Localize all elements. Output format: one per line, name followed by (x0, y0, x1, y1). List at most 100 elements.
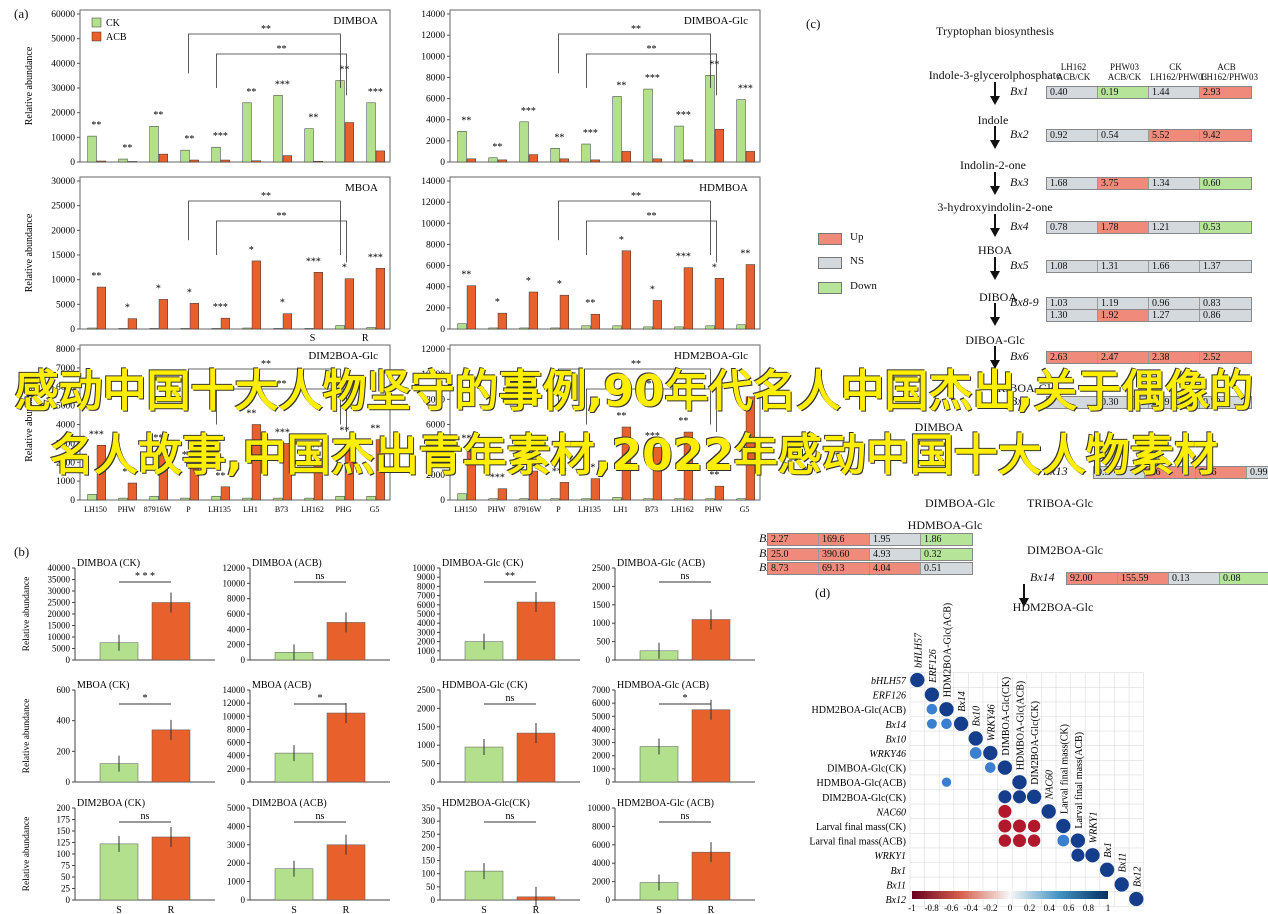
bar-acb (189, 465, 199, 501)
y-tick-label: 2000 (56, 458, 75, 468)
gene-label: Bx7 (1010, 394, 1029, 408)
y-tick-label: 12000 (223, 563, 246, 573)
bar-acb (528, 154, 538, 163)
x-tick-label: LH150 (454, 505, 477, 514)
x-tick-label: PHW (118, 505, 136, 514)
sig-label: *** (645, 431, 660, 442)
bar-ck (457, 493, 467, 501)
y-tick-label: 8000 (426, 73, 445, 83)
corr-circle (1056, 818, 1071, 834)
chart-frame (449, 344, 761, 501)
compound-name: HDM2BOA-Glc (1012, 600, 1094, 614)
sig-label: *** (521, 106, 536, 117)
sig-label: ** (616, 80, 626, 91)
bar-ck (180, 497, 190, 501)
heatmap-cell: 6.96 (1196, 467, 1247, 478)
bar-acb (528, 291, 538, 330)
colorbar-tick: 0.8 (1083, 903, 1095, 913)
pathway-arrow (1023, 584, 1025, 598)
bar-ck (457, 323, 467, 330)
sig-label: *** (182, 450, 197, 461)
sig-label: ** (153, 110, 163, 121)
y-tick-label: 500 (422, 759, 436, 769)
y-tick-label: 5000 (417, 609, 436, 619)
y-tick-label: 10000 (421, 52, 445, 62)
column-label: Larval final mass(ACB) (1074, 732, 1085, 829)
bracket-sig: ** (261, 359, 271, 370)
sig-label: *** (275, 79, 290, 90)
panel-b-charts: DIMBOA (CK)05000100001500020000250003000… (22, 558, 755, 914)
bar-acb (282, 313, 292, 330)
y-tick-label: 0 (70, 496, 75, 506)
sig-label: ** (461, 115, 471, 126)
bar-acb (714, 485, 724, 501)
heatmap-cell: 0.53 (1200, 222, 1251, 233)
bracket-line (586, 388, 717, 433)
bar-acb (189, 303, 199, 330)
column-header: CK LH162/PHW03 (1150, 62, 1207, 82)
y-tick-label: 10000 (51, 276, 75, 286)
heatmap-cell: 0.13 (1169, 573, 1220, 584)
gene-heatmap-row: 2.63 2.47 2.38 2.52 (1046, 351, 1252, 364)
legend-acb: ACB (106, 32, 127, 43)
chart-b-6: HDMBOA-Glc (CK) 0 500 1000 1500 2000 2500 ns (417, 680, 580, 787)
bar-ck (87, 135, 97, 163)
bracket-sig: ** (647, 44, 657, 55)
sig-label: ** (585, 463, 595, 474)
pathway-arrowhead (990, 317, 1000, 326)
heatmap-cell: 0.86 (1200, 310, 1251, 321)
heatmap-cell: 0.79 (1200, 397, 1251, 408)
row-label: DIMBOA-Glc(CK) (827, 764, 906, 775)
chart-b-7: HDMBOA-Glc (ACB) 0 1000 2000 3000 4000 5000 600… (592, 680, 755, 787)
row-label: WRKY46 (869, 749, 906, 760)
y-tick-label: 40000 (48, 563, 71, 573)
corr-circle (969, 747, 982, 759)
y-tick-label: 0 (241, 777, 246, 787)
y-tick-label: 0 (431, 655, 436, 665)
y-tick-label: 30000 (51, 177, 75, 187)
corr-circle (1057, 834, 1070, 847)
pathway-arrowhead (990, 96, 1000, 105)
sig-label: ** (308, 113, 318, 124)
y-tick-label: 10000 (421, 219, 445, 229)
y-tick-label: 12000 (421, 345, 445, 355)
chart-b-3: DIMBOA-Glc (ACB) 0 500 1000 1500 2000 2500 ns (592, 558, 755, 665)
x-tick-label: LH1 (243, 505, 258, 514)
y-tick-label: 8000 (426, 240, 445, 250)
heatmap-cell: 7.6 (1145, 467, 1196, 478)
y-tick-label: 5000 (56, 300, 75, 310)
bar-ck (612, 497, 622, 501)
bar-acb (282, 155, 292, 163)
chart-b-9: DIM2BOA (ACB) 0 1000 2000 3000 4000 5000 ns S R (227, 798, 390, 914)
gene-heatmap-row: 0.40 0.19 1.44 2.93 (1046, 86, 1252, 99)
y-tick-label: 7000 (417, 591, 436, 601)
y-tick-label: 60000 (51, 10, 75, 20)
sig-label: * (342, 263, 347, 274)
bar-ck (581, 325, 591, 330)
compound-name: DIBOA (979, 290, 1017, 304)
pathway-arrow (994, 172, 996, 186)
corr-circle (985, 762, 996, 773)
y-tick-label: 8000 (417, 581, 436, 591)
heatmap-cell: 69.13 (819, 563, 870, 574)
y-tick-label: 25 (61, 884, 71, 894)
heatmap-cell: 2.38 (1149, 352, 1200, 363)
bar-acb (590, 478, 600, 501)
column-label: DIM2BOA-Glc(CK) (1030, 701, 1041, 785)
corr-circle (1012, 775, 1027, 790)
sig-label: * (280, 298, 285, 309)
y-axis-label: Relative abundance (22, 577, 32, 652)
bracket-sig: ** (647, 379, 657, 390)
y-tick-label: 50000 (51, 35, 75, 45)
y-tick-label: 50 (426, 882, 436, 892)
corr-circle (926, 703, 938, 715)
column-label: Bx1 (1103, 842, 1114, 858)
column-label: Bx14 (957, 691, 968, 712)
sig-label: ** (678, 416, 688, 427)
colorbar-tick: -1 (908, 903, 916, 913)
y-tick-label: 2000 (426, 471, 445, 481)
sig-label: ** (709, 59, 719, 70)
sig-label: *** (552, 466, 567, 477)
sig-label: ** (246, 409, 256, 420)
corr-circle (1012, 819, 1027, 833)
